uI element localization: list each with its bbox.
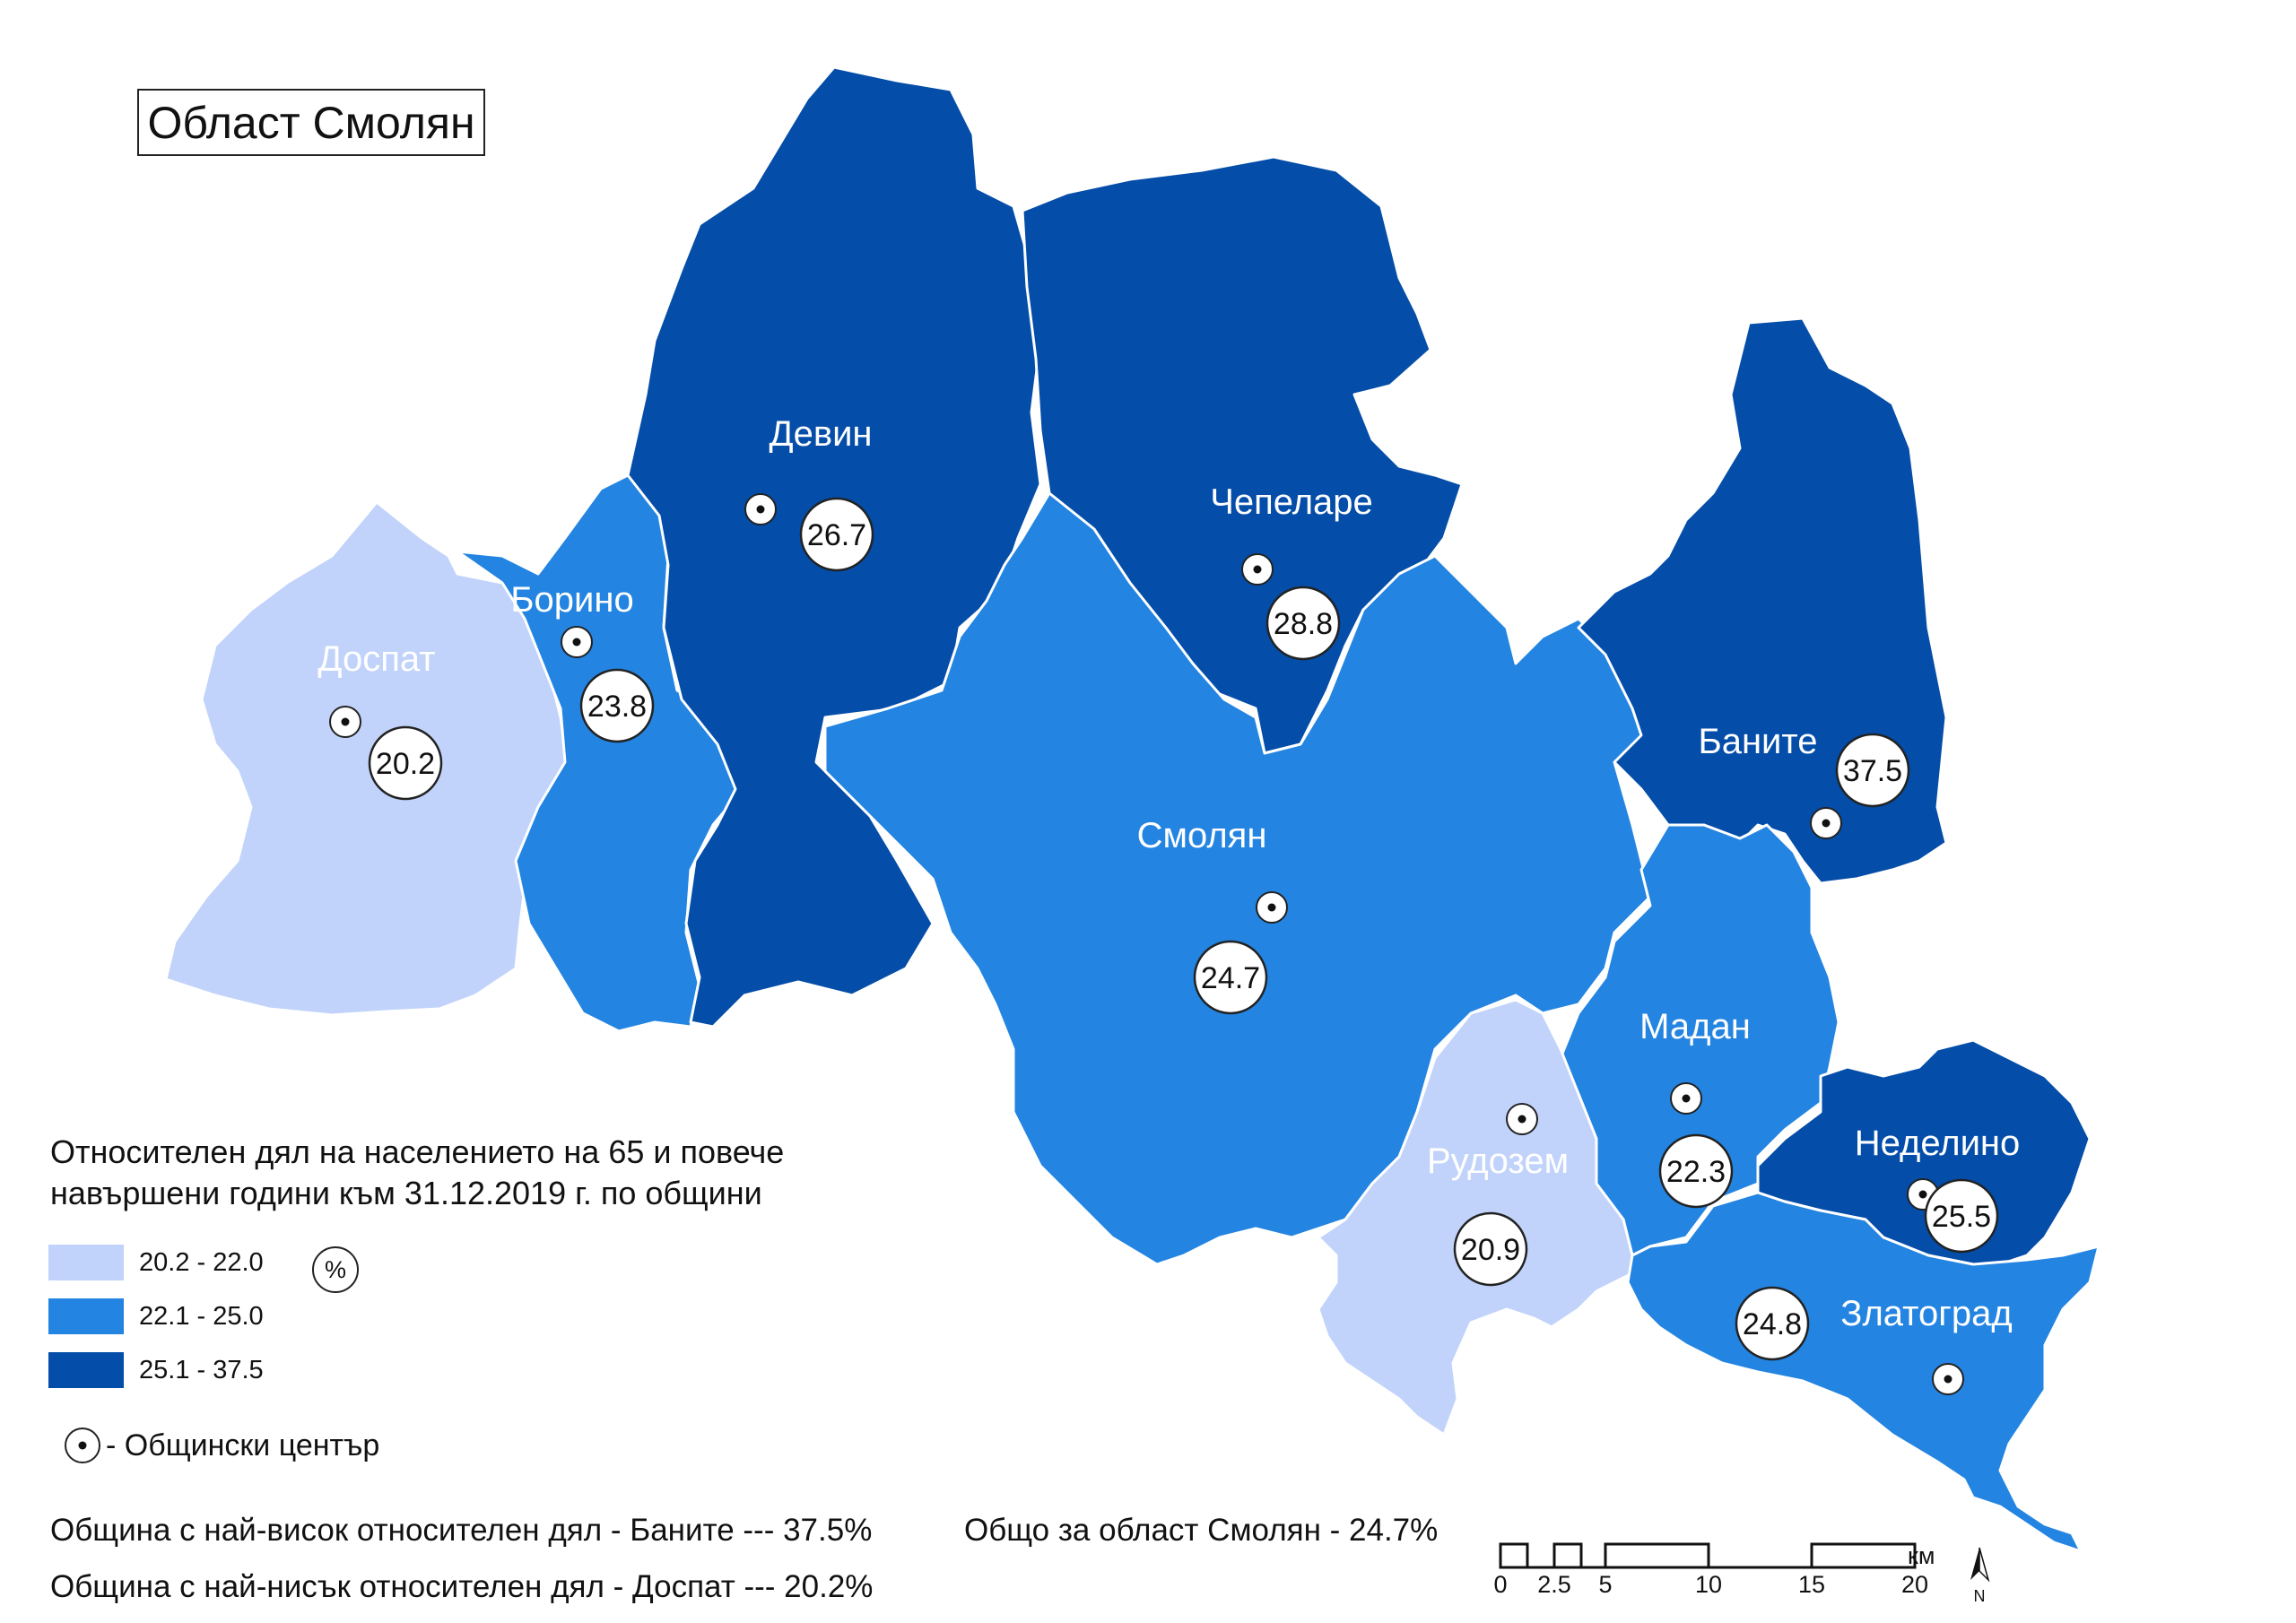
scale-bar-segments [1499,1542,1917,1569]
stat-total: Общо за област Смолян - 24.7% [964,1513,1439,1548]
center-dot [1518,1115,1526,1124]
stat-highest: Община с най-висок относителен дял - Бан… [50,1513,873,1548]
municipality-name: Борино [510,580,633,620]
municipality-name: Чепеларе [1210,482,1373,522]
center-legend-label: - Общински център [106,1428,380,1462]
legend-class-label: 25.1 - 37.5 [139,1355,264,1384]
center-dot [341,717,350,726]
region-smolyan[interactable] [823,491,1652,1266]
value-bubble [1924,1178,1999,1254]
legend-class-2: 22.1 - 25.0 [48,1298,264,1334]
center-dot [1267,903,1276,912]
center-dot [1944,1375,1952,1384]
value-label: 20.2 [376,747,435,781]
map-title: Област Смолян [137,89,485,156]
legend-class-1: 20.2 - 22.0 [48,1245,264,1280]
scale-tick: 15 [1797,1571,1826,1598]
center-dot [756,505,765,514]
scale-unit: км [1908,1542,1935,1569]
value-label: 24.8 [1743,1307,1802,1341]
value-bubble [799,497,874,572]
municipal-center-icon [65,1428,100,1463]
center-dot [1822,819,1831,828]
value-bubble [1453,1211,1528,1287]
value-label: 26.7 [807,518,866,552]
scale-tick: 0 [1493,1571,1508,1598]
municipality-name: Рудозем [1427,1141,1569,1181]
value-label: 24.7 [1201,961,1260,995]
value-bubble [579,668,655,743]
value-bubble [1658,1133,1734,1209]
legend-swatch [48,1352,124,1388]
center-legend: - Общински център [65,1428,379,1463]
center-dot [572,638,581,647]
scale-tick: 10 [1694,1571,1723,1598]
value-label: 22.3 [1666,1155,1726,1189]
value-label: 37.5 [1843,754,1902,788]
scale-tick: 5 [1598,1571,1613,1598]
legend-title-line2: навършени години към 31.12.2019 г. по об… [50,1175,762,1211]
value-bubble [368,725,443,801]
legend-class-label: 22.1 - 25.0 [139,1301,264,1331]
scale-tick: 20 [1900,1571,1929,1598]
municipality-name: Доспат [317,639,435,679]
stat-lowest: Община с най-нисък относителен дял - Дос… [50,1569,874,1604]
value-bubble [1735,1286,1810,1361]
municipality-name: Девин [769,414,872,454]
value-label: 20.9 [1461,1233,1520,1267]
legend-swatch [48,1298,124,1334]
value-label: 23.8 [587,690,647,724]
legend-swatch [48,1245,124,1280]
value-label: 25.5 [1932,1200,1991,1234]
north-arrow-icon [1970,1547,1990,1583]
center-dot [1682,1094,1691,1103]
municipality-name: Неделино [1855,1124,2021,1163]
legend-class-3: 25.1 - 37.5 [48,1352,264,1388]
municipality-name: Баните [1698,722,1817,761]
legend-title-line1: Относителен дял на населението на 65 и п… [50,1133,785,1170]
municipality-name: Мадан [1639,1007,1751,1046]
value-bubble [1265,586,1341,661]
percent-unit-badge: % [312,1246,359,1293]
value-label: 28.8 [1274,607,1333,641]
value-bubble [1193,940,1268,1015]
north-label: N [1973,1587,1986,1605]
region-zlatograd[interactable] [1626,1191,2100,1553]
legend-class-label: 20.2 - 22.0 [139,1247,264,1277]
center-dot [1918,1190,1927,1199]
scale-tick: 2.5 [1537,1571,1571,1598]
municipality-name: Златоград [1840,1294,2012,1333]
municipality-name: Смолян [1137,816,1267,855]
legend-title: Относителен дял на населението на 65 и п… [50,1132,857,1214]
center-dot [1253,565,1262,574]
value-bubble [1835,733,1910,808]
